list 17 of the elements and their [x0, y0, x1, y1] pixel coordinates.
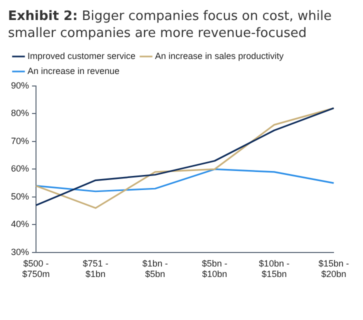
y-tick-label: 80% — [11, 108, 30, 118]
y-tick-label: 30% — [11, 246, 30, 257]
y-tick-label: 60% — [11, 164, 30, 174]
x-tick-label: $500 - $750m — [22, 258, 50, 280]
x-tick-label: $1bn - $5bn — [142, 258, 168, 280]
y-tick-label: 40% — [11, 219, 30, 230]
x-tick-label: $751 - $1bn — [82, 258, 108, 280]
chart-title: Exhibit 2: Bigger companies focus on cost, while smaller companies are more revenue-focused — [8, 9, 332, 41]
y-tick-label: 70% — [11, 136, 30, 146]
legend-label: An increase in revenue — [28, 66, 120, 76]
x-tick-label: $5bn - $10bn — [202, 258, 228, 280]
legend-label: An increase in sales productivity — [155, 50, 284, 61]
x-tick-label: $10bn - $15bn — [258, 258, 290, 280]
legend-label: Improved customer service — [28, 50, 136, 61]
y-tick-label: 90% — [11, 80, 30, 90]
x-tick-label: $15bn - $20bn — [318, 258, 350, 280]
y-tick-label: 50% — [11, 191, 30, 202]
